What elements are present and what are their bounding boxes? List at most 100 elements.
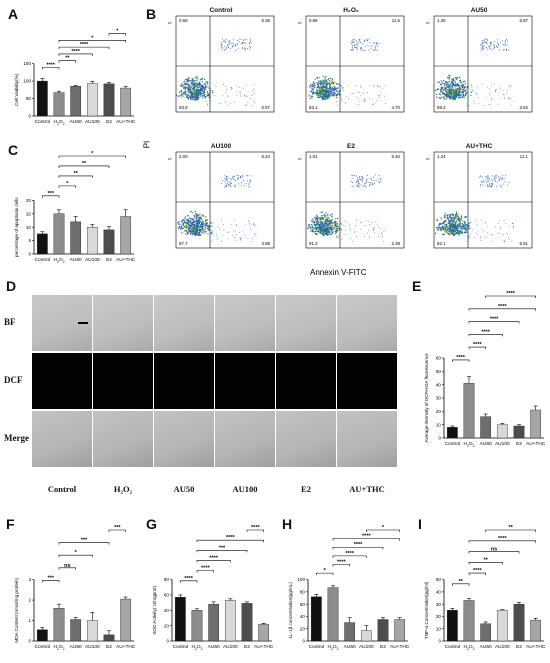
event-dot xyxy=(382,236,384,238)
event-dot xyxy=(437,227,440,230)
flow-plot-title: AU50 xyxy=(470,7,488,14)
event-dot xyxy=(188,77,190,79)
x-tick-label: Control xyxy=(309,644,324,650)
event-dot xyxy=(207,224,209,226)
event-dot xyxy=(204,228,206,230)
event-dot xyxy=(227,231,229,233)
event-dot xyxy=(231,87,233,89)
event-dot xyxy=(497,232,498,234)
event-dot xyxy=(468,235,470,237)
event-dot xyxy=(207,233,209,235)
event-dot xyxy=(483,105,485,107)
event-dot xyxy=(366,38,368,40)
event-dot xyxy=(343,90,345,92)
event-dot xyxy=(366,179,368,181)
event-dot xyxy=(222,234,224,236)
event-dot xyxy=(476,92,477,94)
event-dot xyxy=(308,225,311,227)
event-dot xyxy=(323,233,325,235)
event-dot xyxy=(336,227,338,229)
event-dot xyxy=(444,98,446,101)
sig-bracket xyxy=(468,562,503,565)
event-dot xyxy=(197,90,199,92)
event-dot xyxy=(480,239,482,241)
event-dot xyxy=(447,92,450,94)
event-dot xyxy=(453,213,455,215)
event-dot xyxy=(327,84,329,86)
event-dot xyxy=(445,88,447,90)
event-dot xyxy=(495,237,497,239)
bar-5 xyxy=(258,623,270,642)
sig-label: **** xyxy=(337,559,346,565)
event-dot xyxy=(352,48,354,50)
event-dot xyxy=(321,218,323,220)
event-dot xyxy=(239,91,241,93)
event-dot xyxy=(241,237,243,238)
event-dot xyxy=(486,185,488,187)
event-dot xyxy=(504,96,506,98)
event-dot xyxy=(328,231,330,234)
event-dot xyxy=(487,181,489,183)
event-dot xyxy=(453,220,455,222)
event-dot xyxy=(325,230,328,233)
event-dot xyxy=(225,175,227,177)
event-dot xyxy=(185,96,188,98)
event-dot xyxy=(322,75,324,77)
event-dot xyxy=(494,179,496,181)
event-dot xyxy=(369,178,371,180)
event-dot xyxy=(457,85,459,87)
event-dot xyxy=(214,95,216,96)
event-dot xyxy=(450,217,453,220)
event-dot xyxy=(230,182,232,184)
event-dot xyxy=(472,229,473,231)
event-dot xyxy=(349,225,351,227)
event-dot xyxy=(187,220,190,223)
event-dot xyxy=(227,178,229,180)
event-dot xyxy=(494,44,496,46)
event-dot xyxy=(191,224,193,227)
sig-bracket xyxy=(196,539,264,543)
event-dot xyxy=(249,48,251,50)
event-dot xyxy=(318,87,321,89)
event-dot xyxy=(349,223,350,225)
event-dot xyxy=(195,94,197,96)
event-dot xyxy=(193,83,196,85)
event-dot xyxy=(227,96,229,98)
event-dot xyxy=(201,95,204,97)
event-dot xyxy=(215,85,217,87)
event-dot xyxy=(449,227,451,229)
event-dot xyxy=(356,44,358,46)
event-dot xyxy=(364,182,366,184)
event-dot xyxy=(446,215,448,217)
event-dot xyxy=(489,88,491,90)
x-tick-label: E2 xyxy=(106,119,112,125)
event-dot xyxy=(314,224,316,226)
event-dot xyxy=(495,226,496,228)
sig-bracket xyxy=(332,555,367,558)
event-dot xyxy=(312,91,314,93)
quadrant-value: 87.7 xyxy=(179,241,188,246)
event-dot xyxy=(330,220,333,222)
event-dot xyxy=(211,231,213,233)
event-dot xyxy=(327,82,329,85)
event-dot xyxy=(222,94,224,96)
event-dot xyxy=(485,176,487,178)
event-dot xyxy=(328,96,330,99)
event-dot xyxy=(243,185,245,187)
event-dot xyxy=(319,82,321,85)
event-dot xyxy=(351,47,353,49)
event-dot xyxy=(331,215,333,218)
quadrant-value: 4.70 xyxy=(391,105,400,110)
event-dot xyxy=(194,97,196,99)
event-dot xyxy=(196,82,199,85)
event-dot xyxy=(204,219,207,221)
event-dot xyxy=(359,41,361,43)
micrograph-dcf-3 xyxy=(215,353,275,409)
event-dot xyxy=(183,219,185,222)
event-dot xyxy=(193,86,195,88)
micro-row-label: DCF xyxy=(4,375,23,385)
event-dot xyxy=(464,86,466,89)
event-dot xyxy=(238,231,240,233)
event-dot xyxy=(180,224,183,226)
event-dot xyxy=(186,223,188,225)
